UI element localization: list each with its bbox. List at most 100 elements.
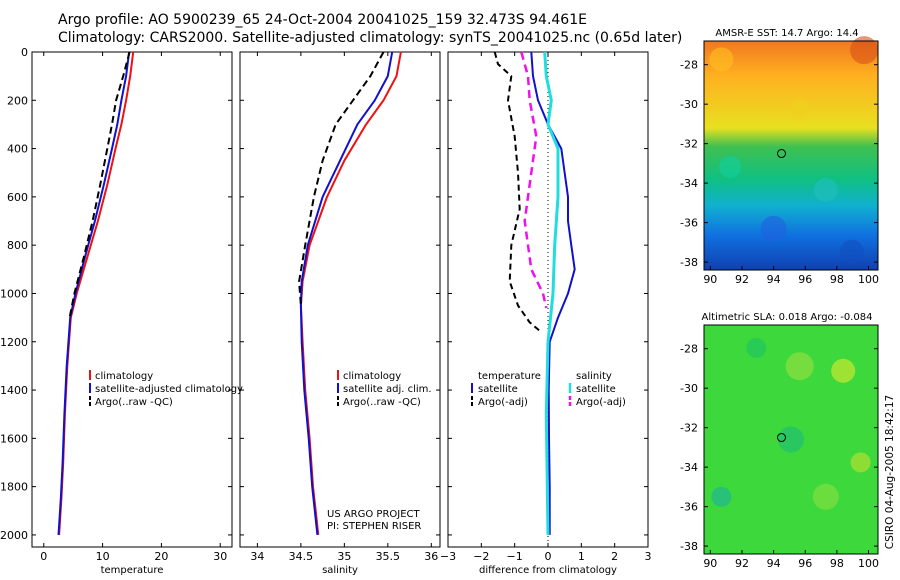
y-tick-label: 1800 bbox=[0, 481, 28, 494]
series-line-3-3 bbox=[543, 51, 560, 535]
series-line-3-4 bbox=[520, 51, 548, 309]
y-tick-label: 1000 bbox=[0, 287, 28, 300]
x-tick-label: 35.5 bbox=[376, 550, 401, 563]
x-tick-label: 0 bbox=[545, 550, 552, 563]
map-y-tick-label: -28 bbox=[680, 59, 698, 72]
profile-location-marker bbox=[777, 433, 787, 443]
map-frame bbox=[703, 324, 879, 555]
map-y-tick-label: -30 bbox=[680, 98, 698, 111]
series-line-2-3 bbox=[298, 51, 385, 306]
legend-header-temperature: temperature bbox=[478, 371, 541, 382]
map-x-tick-label: 100 bbox=[858, 273, 879, 286]
y-tick-label: 1200 bbox=[0, 336, 28, 349]
series-line-1-3 bbox=[68, 51, 131, 318]
x-tick-label: 0 bbox=[40, 550, 47, 563]
map-x-tick-label: 92 bbox=[735, 557, 749, 570]
map-y-tick-label: -32 bbox=[680, 138, 698, 151]
sst-patch bbox=[719, 155, 742, 178]
x-tick-label: 36 bbox=[424, 550, 438, 563]
series-line-2-1 bbox=[299, 51, 402, 536]
sla-patch bbox=[778, 426, 804, 453]
sst-heatmap bbox=[704, 36, 879, 270]
map-y-tick-label: -34 bbox=[680, 461, 698, 474]
map-x-tick-label: 90 bbox=[703, 273, 717, 286]
x-tick-label: 30 bbox=[213, 550, 227, 563]
x-tick-label: 34.5 bbox=[289, 550, 314, 563]
x-tick-label: 20 bbox=[154, 550, 168, 563]
sla-patch bbox=[850, 452, 871, 473]
map-frame bbox=[703, 40, 879, 271]
map-x-tick-label: 96 bbox=[798, 273, 812, 286]
map-y-tick-label: -28 bbox=[680, 343, 698, 356]
figure-title-line2: Climatology: CARS2000. Satellite-adjuste… bbox=[58, 30, 683, 46]
series-line-1-2 bbox=[57, 51, 131, 535]
map-x-tick-label: 96 bbox=[798, 557, 812, 570]
map-y-tick-label: -38 bbox=[680, 540, 698, 553]
map-y-tick-label: -34 bbox=[680, 177, 698, 190]
series-line-3-1 bbox=[530, 51, 576, 535]
legend-header-salinity: salinity bbox=[576, 371, 612, 382]
x-axis-label: temperature bbox=[101, 565, 164, 576]
sst-patch bbox=[850, 36, 879, 65]
map-y-tick-label: -38 bbox=[680, 256, 698, 269]
map-title: Altimetric SLA: 0.018 Argo: -0.084 bbox=[702, 312, 873, 323]
legend-entry: climatology bbox=[95, 371, 153, 382]
legend-entry: Argo(..raw -QC) bbox=[95, 397, 173, 408]
map-x-tick-label: 100 bbox=[858, 557, 879, 570]
figure-title-line1: Argo profile: AO 5900239_65 24-Oct-2004 … bbox=[58, 12, 587, 28]
sst-patch bbox=[709, 47, 734, 72]
map-x-tick-label: 92 bbox=[735, 273, 749, 286]
series-line-2-2 bbox=[299, 51, 394, 536]
legend-entry: satellite-adjusted climatology bbox=[95, 384, 243, 395]
map-x-tick-label: 90 bbox=[703, 557, 717, 570]
sst-patch bbox=[760, 215, 787, 242]
x-tick-label: 35 bbox=[337, 550, 351, 563]
y-tick-label: 400 bbox=[7, 143, 28, 156]
y-tick-label: 2000 bbox=[0, 529, 28, 542]
x-tick-label: 1 bbox=[578, 550, 585, 563]
map-x-tick-label: 94 bbox=[767, 557, 781, 570]
legend-entry: climatology bbox=[343, 371, 401, 382]
sla-patch bbox=[785, 352, 814, 381]
y-tick-label: 200 bbox=[7, 94, 28, 107]
sla-patch bbox=[831, 358, 856, 383]
legend-entry: Argo(..raw -QC) bbox=[343, 397, 421, 408]
profile-location-marker bbox=[777, 149, 787, 159]
sla-patch bbox=[711, 486, 732, 507]
map-x-tick-label: 98 bbox=[830, 557, 844, 570]
x-tick-label: 2 bbox=[611, 550, 618, 563]
annotation-pi: PI: STEPHEN RISER bbox=[327, 521, 421, 532]
map-y-tick-label: -32 bbox=[680, 422, 698, 435]
y-tick-label: 600 bbox=[7, 191, 28, 204]
map-x-tick-label: 98 bbox=[830, 273, 844, 286]
sla-patch bbox=[812, 483, 839, 510]
map-title: AMSR-E SST: 14.7 Argo: 14.4 bbox=[715, 28, 858, 39]
footer-timestamp: CSIRO 04-Aug-2005 18:42:17 bbox=[884, 395, 896, 549]
sst-patch bbox=[789, 99, 810, 120]
legend-entry: Argo(-adj) bbox=[478, 397, 528, 408]
y-tick-label: 800 bbox=[7, 239, 28, 252]
series-line-1-1 bbox=[58, 51, 135, 535]
x-axis-label: salinity bbox=[322, 565, 358, 576]
y-tick-label: 1600 bbox=[0, 432, 28, 445]
series-line-3-2 bbox=[493, 51, 542, 333]
map-y-tick-label: -30 bbox=[680, 382, 698, 395]
x-tick-label: 3 bbox=[645, 550, 652, 563]
sst-patch bbox=[839, 239, 864, 264]
legend-entry: Argo(-adj) bbox=[576, 397, 626, 408]
map-x-tick-label: 94 bbox=[767, 273, 781, 286]
y-tick-label: 1400 bbox=[0, 384, 28, 397]
annotation-project: US ARGO PROJECT bbox=[327, 509, 421, 520]
x-tick-label: −1 bbox=[507, 550, 523, 563]
x-tick-label: −3 bbox=[440, 550, 456, 563]
sla-patch bbox=[746, 337, 767, 358]
sst-patch bbox=[813, 177, 838, 202]
sst-field bbox=[704, 41, 878, 270]
plot-frame-2 bbox=[239, 51, 441, 548]
y-tick-label: 0 bbox=[21, 46, 28, 59]
legend-entry: satellite bbox=[478, 384, 518, 395]
x-tick-label: 34 bbox=[250, 550, 264, 563]
legend-entry: satellite adj. clim. bbox=[343, 384, 432, 395]
sla-heatmap bbox=[704, 325, 878, 554]
